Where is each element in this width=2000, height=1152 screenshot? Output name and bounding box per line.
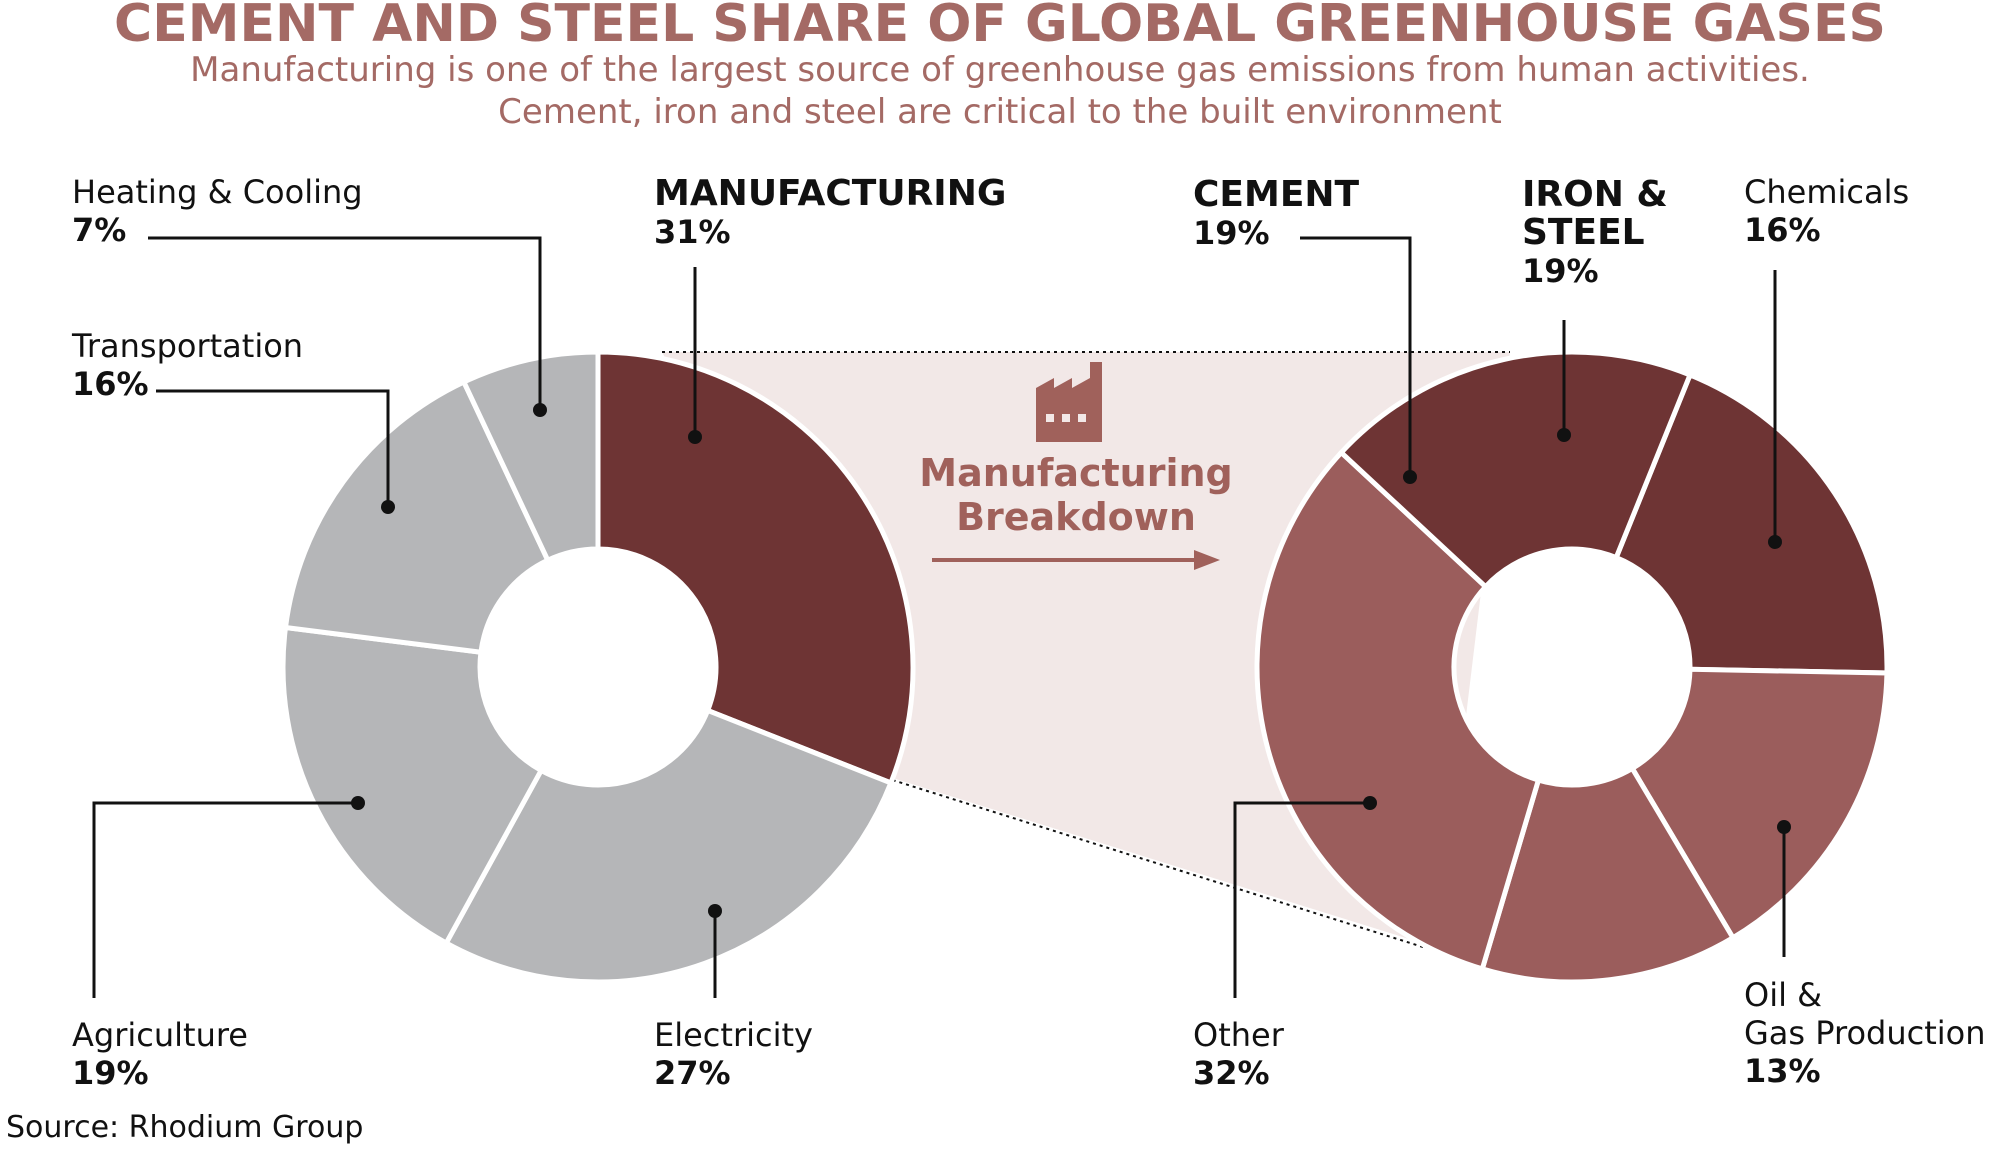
slice-iron-and-steel bbox=[1612, 371, 1890, 676]
slice-other bbox=[1254, 449, 1542, 973]
label-pct-iron-and-steel: 19% bbox=[1522, 252, 1599, 290]
label-pct-other: 32% bbox=[1193, 1054, 1270, 1092]
label-pct-manufacturing: 31% bbox=[654, 213, 731, 251]
label-pct-agriculture: 19% bbox=[72, 1054, 149, 1092]
label-name-agriculture: Agriculture bbox=[72, 1016, 248, 1054]
label-pct-chemicals: 16% bbox=[1744, 211, 1821, 249]
leader-dot-heating-and-cooling bbox=[533, 403, 547, 417]
slice-manufacturing bbox=[595, 349, 916, 787]
label-name-chemicals: Chemicals bbox=[1744, 173, 1909, 211]
label-name-manufacturing: MANUFACTURING bbox=[654, 173, 1006, 214]
breakdown-arrow-head bbox=[1194, 550, 1220, 570]
donut-global-sectors bbox=[280, 349, 916, 985]
source-note: Source: Rhodium Group bbox=[6, 1110, 364, 1145]
slice-electricity bbox=[442, 707, 895, 985]
donut-manufacturing-breakdown bbox=[1254, 349, 1890, 985]
leader-dot-agriculture bbox=[351, 796, 365, 810]
label-pct-electricity: 27% bbox=[654, 1054, 731, 1092]
label-name-other: Other bbox=[1193, 1016, 1285, 1054]
leader-line-heating-and-cooling bbox=[148, 236, 542, 410]
connector-dotted-bottom bbox=[885, 777, 1427, 949]
center-title-line2: Breakdown bbox=[956, 495, 1196, 539]
center-title-line1: Manufacturing bbox=[919, 451, 1233, 495]
leader-dot-iron-and-steel bbox=[1557, 428, 1571, 442]
label-name-electricity: Electricity bbox=[654, 1016, 813, 1054]
leader-line-cement bbox=[1300, 236, 1412, 477]
leader-dot-oil-and-gas-production bbox=[1777, 820, 1791, 834]
leader-dot-transportation bbox=[381, 500, 395, 514]
leader-line-transportation bbox=[156, 389, 390, 507]
label-pct-heating-and-cooling: 7% bbox=[72, 211, 126, 249]
chart-subtitle-line2: Cement, iron and steel are critical to t… bbox=[498, 92, 1502, 132]
label-name-iron-and-steel-2: STEEL bbox=[1522, 212, 1645, 253]
chart-subtitle-line1: Manufacturing is one of the largest sour… bbox=[190, 50, 1810, 90]
chart-title: CEMENT AND STEEL SHARE OF GLOBAL GREENHO… bbox=[114, 0, 1886, 54]
label-pct-cement: 19% bbox=[1193, 214, 1270, 252]
label-name-oil-and-gas-production-1: Oil & bbox=[1744, 976, 1822, 1014]
leader-line-agriculture bbox=[92, 801, 358, 998]
slice-agriculture bbox=[280, 624, 545, 947]
label-pct-transportation: 16% bbox=[72, 365, 149, 403]
label-name-cement: CEMENT bbox=[1193, 174, 1360, 215]
leader-dot-other bbox=[1363, 796, 1377, 810]
slice-cement bbox=[1337, 349, 1694, 591]
leader-dot-chemicals bbox=[1768, 535, 1782, 549]
leader-dot-electricity bbox=[708, 904, 722, 918]
label-name-iron-and-steel-1: IRON & bbox=[1522, 174, 1668, 215]
label-name-heating-and-cooling: Heating & Cooling bbox=[72, 173, 363, 211]
factory-icon bbox=[1036, 362, 1102, 442]
leader-line-other bbox=[1233, 801, 1370, 998]
slice-oil-and-gas-production bbox=[1479, 765, 1737, 985]
slice-heating-and-cooling bbox=[460, 349, 601, 564]
label-name-transportation: Transportation bbox=[71, 327, 303, 365]
label-pct-oil-and-gas-production: 13% bbox=[1744, 1052, 1821, 1090]
leader-dot-manufacturing bbox=[688, 430, 702, 444]
slice-transportation bbox=[282, 378, 552, 656]
label-name-oil-and-gas-production-2: Gas Production bbox=[1744, 1014, 1986, 1052]
leader-dot-cement bbox=[1403, 470, 1417, 484]
